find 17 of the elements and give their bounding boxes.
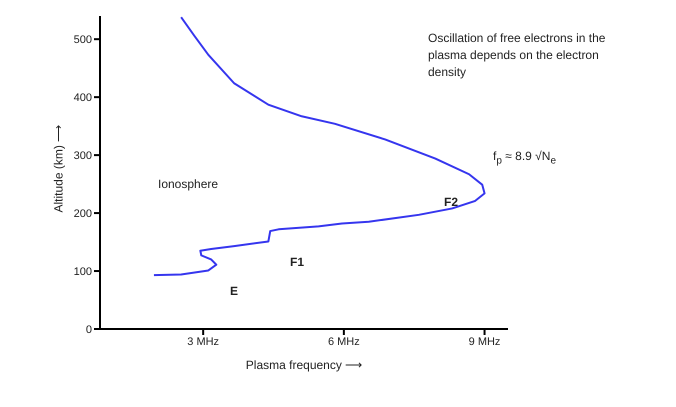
x-tick-label: 9 MHz: [468, 336, 500, 348]
annotation: F1: [290, 254, 306, 271]
annotation: Oscillation of free electrons in the plasma depends on the electron density: [428, 30, 606, 81]
y-tick-label: 500: [74, 34, 92, 46]
x-axis-title: Plasma frequency ⟶: [246, 358, 362, 372]
y-tick-label: 300: [74, 150, 92, 162]
y-tick-label: 400: [74, 92, 92, 104]
y-tick-label: 0: [86, 324, 92, 336]
y-tick-label: 100: [74, 266, 92, 278]
annotation: F2: [444, 194, 460, 211]
annotation: E: [230, 283, 240, 300]
annotation: f$_{p}$ ≈ 8.9 √N$_{e}$: [493, 148, 557, 168]
x-tick-label: 6 MHz: [328, 336, 360, 348]
annotation: Ionosphere: [158, 176, 220, 193]
y-axis-title: Altitude (km) ⟶: [51, 124, 66, 212]
x-tick-label: 3 MHz: [187, 336, 220, 348]
y-tick-label: 200: [74, 208, 92, 220]
